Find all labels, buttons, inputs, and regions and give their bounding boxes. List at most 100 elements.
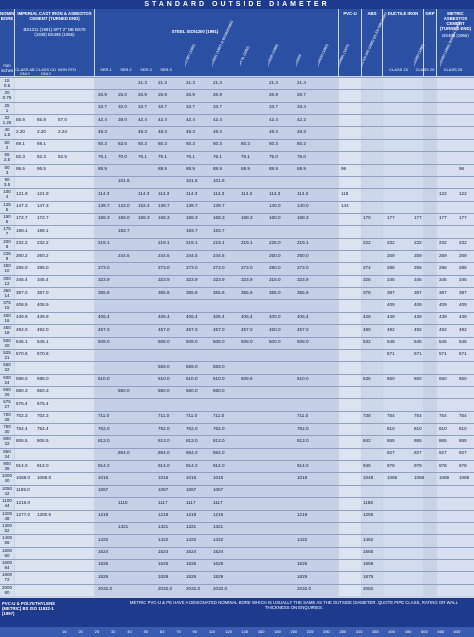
nominal-bore-value: 42 bbox=[4, 490, 10, 496]
footer-size-value: 250 bbox=[323, 629, 330, 634]
diameter-cell: 545 bbox=[387, 339, 395, 344]
nominal-bore-cell: 1100 44 bbox=[0, 498, 14, 508]
diameter-cell: 121.9 bbox=[37, 190, 49, 196]
header-standard-text: BS6030 (1983) bbox=[318, 43, 330, 67]
header-metric-ac-label: METRIC ASBESTOS CEMENT (TURNED END) bbox=[439, 11, 472, 31]
diameter-cell: 144 bbox=[341, 203, 349, 209]
nominal-bore-value: 65 bbox=[4, 152, 10, 158]
footer-size-value: 355 bbox=[372, 629, 379, 634]
header-standard-diagonal: BS EN 545 (1995) BS EN 598 (1995) bbox=[362, 10, 388, 70]
diameter-cell: 406.4 bbox=[186, 314, 198, 320]
footer-size-value: 20 bbox=[78, 629, 83, 634]
diameter-cell: 406.4 bbox=[297, 314, 309, 320]
row-divider bbox=[0, 336, 474, 338]
diameter-cell: 88.9 bbox=[213, 166, 222, 171]
header-units: mm inches bbox=[0, 63, 14, 73]
diameter-cell: 1626 bbox=[158, 561, 169, 567]
diameter-cell: 806.5 bbox=[16, 437, 28, 443]
diameter-cell: 2032.0 bbox=[186, 586, 201, 592]
diameter-cell: 492 bbox=[459, 326, 467, 332]
diameter-cell: 26.9 bbox=[186, 91, 195, 97]
diameter-cell: 457.0 bbox=[241, 326, 253, 332]
header-standard-diagonal: BS5480 (1990) BS6464 (1984) bbox=[440, 10, 466, 70]
diameter-cell: 88.9 bbox=[158, 166, 167, 171]
diameter-cell: 1219 bbox=[98, 512, 109, 517]
row-divider bbox=[0, 534, 474, 536]
diameter-cell: 457.0 bbox=[213, 326, 225, 332]
diameter-cell: 660.0 bbox=[186, 388, 198, 394]
diameter-cell: 409 bbox=[387, 301, 395, 307]
diameter-cell: 76.1 bbox=[186, 153, 195, 159]
diameter-cell: 1219 bbox=[297, 512, 308, 517]
diameter-cell: 545.1 bbox=[37, 339, 49, 344]
diameter-cell: 118 bbox=[341, 190, 349, 196]
nominal-bore-value: 350 bbox=[3, 288, 11, 294]
diameter-cell: 273.0 bbox=[186, 264, 198, 270]
page-title: STANDARD OUTSIDE DIAMETER bbox=[0, 0, 474, 9]
diameter-cell: 945 bbox=[363, 462, 371, 468]
nominal-bore-value: 5 bbox=[5, 206, 9, 212]
diameter-cell: 259 bbox=[387, 252, 395, 258]
diameter-cell: 193.7 bbox=[186, 227, 198, 233]
diameter-cell: 702.3 bbox=[37, 413, 49, 419]
nominal-bore-cell: 1400 56 bbox=[0, 535, 14, 545]
footer-size-value: 180 bbox=[274, 629, 281, 634]
nominal-bore-value: 1400 bbox=[1, 535, 12, 541]
nominal-bore-value: 1.25 bbox=[2, 120, 12, 126]
footer-size-value: 90 bbox=[192, 629, 197, 634]
diameter-cell: 323.9 bbox=[158, 277, 170, 283]
footer-size-value: 16 bbox=[62, 629, 67, 634]
diameter-cell: 1067 bbox=[98, 487, 109, 493]
diameter-cell: 610.0 bbox=[158, 376, 170, 382]
diameter-cell: 711.0 bbox=[297, 413, 309, 419]
nominal-bore-cell: 800 32 bbox=[0, 436, 14, 446]
diameter-cell: 273.0 bbox=[213, 264, 225, 270]
header-standard-diagonal: BS3505 (1968) bbox=[268, 10, 294, 70]
row-divider bbox=[0, 410, 474, 412]
nominal-bore-value: 20 bbox=[4, 90, 10, 96]
diameter-cell: 315.0 bbox=[269, 277, 281, 283]
diameter-cell: 139.7 bbox=[98, 203, 110, 209]
sub-header-label: CLASS 15 bbox=[389, 67, 408, 72]
row-divider bbox=[0, 558, 474, 560]
diameter-cell: 650 bbox=[439, 376, 447, 382]
diameter-cell: 76.1 bbox=[241, 153, 250, 159]
diameter-cell: 545 bbox=[459, 339, 467, 344]
row-divider bbox=[0, 274, 474, 276]
row-divider bbox=[0, 423, 474, 424]
diameter-cell: 140.0 bbox=[297, 203, 309, 209]
diameter-cell: 33.7 bbox=[138, 104, 147, 110]
nominal-bore-value: 100 bbox=[3, 189, 11, 195]
diameter-cell: 177 bbox=[439, 215, 447, 221]
nominal-bore-value: 34 bbox=[4, 453, 10, 459]
footer-size-value: 200 bbox=[290, 629, 298, 634]
diameter-cell: 33.7 bbox=[269, 104, 278, 110]
diameter-cell: 1117 bbox=[158, 499, 168, 505]
diameter-cell: 387 bbox=[439, 289, 447, 295]
diameter-cell: 492 bbox=[414, 326, 422, 332]
diameter-cell: 177 bbox=[459, 215, 467, 221]
footer-size-value: 560 bbox=[437, 629, 445, 634]
diameter-cell: 387.0 bbox=[37, 289, 49, 295]
footer-size-value: 40 bbox=[127, 629, 132, 634]
diameter-cell: 559.0 bbox=[213, 363, 225, 369]
diameter-cell: 1086 bbox=[439, 474, 450, 480]
diameter-cell: 711.0 bbox=[158, 413, 170, 419]
diameter-cell: 168.3 bbox=[158, 215, 170, 221]
footer-size-value: 630 bbox=[453, 629, 461, 634]
diameter-cell: 1524 bbox=[98, 549, 109, 555]
diameter-cell: 914.0 bbox=[98, 462, 110, 468]
row-divider bbox=[0, 287, 474, 289]
nominal-bore-value: 14 bbox=[4, 293, 10, 299]
diameter-cell: 232.2 bbox=[37, 240, 49, 246]
diameter-cell: 232 bbox=[414, 240, 422, 246]
nominal-bore-cell: 450 18 bbox=[0, 325, 14, 335]
diameter-cell: 232 bbox=[387, 240, 395, 246]
diameter-cell: 286 bbox=[459, 264, 467, 270]
diameter-cell: 114.3 bbox=[241, 190, 253, 196]
diameter-cell: 702.3 bbox=[16, 413, 28, 419]
row-divider bbox=[0, 299, 474, 301]
diameter-cell: 48.3 bbox=[213, 128, 222, 134]
diameter-cell: 76.1 bbox=[98, 153, 107, 159]
